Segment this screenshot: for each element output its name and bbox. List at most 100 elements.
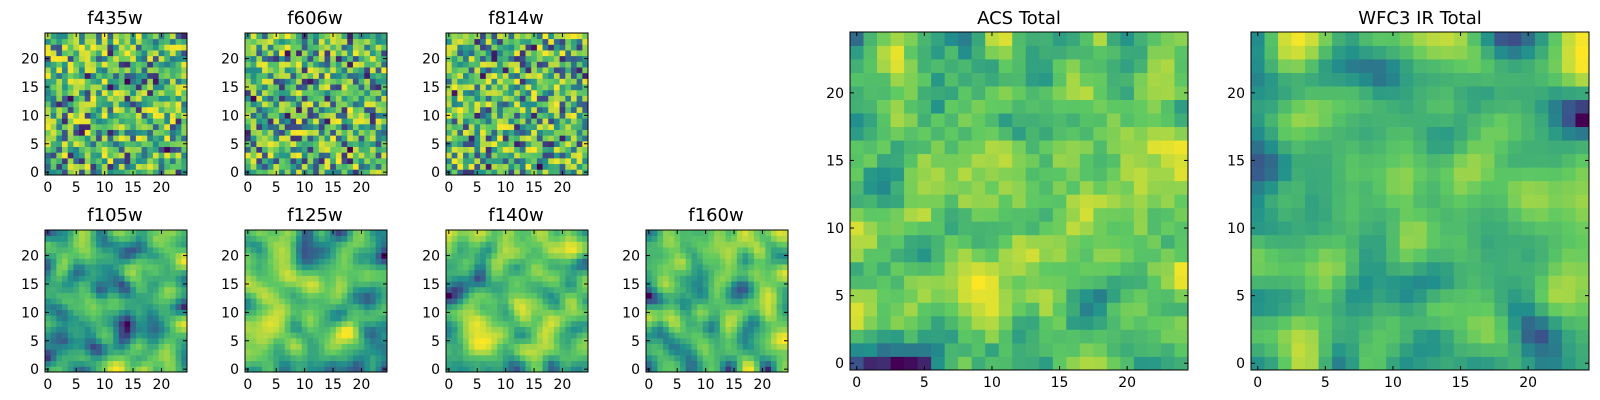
- heatmap-cell: [164, 349, 171, 356]
- heatmap-cell: [256, 298, 263, 305]
- heatmap-cell: [958, 329, 973, 344]
- heatmap-cell: [369, 247, 377, 254]
- heatmap-cell: [646, 343, 653, 350]
- heatmap-cell: [714, 252, 721, 259]
- heatmap-cell: [531, 38, 538, 45]
- heatmap-cell: [101, 89, 108, 96]
- heatmap-cell: [451, 343, 458, 350]
- heatmap-cell: [542, 33, 549, 40]
- heatmap-cell: [514, 343, 521, 350]
- heatmap-cell: [468, 67, 475, 74]
- heatmap-cell: [347, 309, 354, 316]
- heatmap-cell: [497, 286, 504, 293]
- heatmap-cell: [375, 303, 382, 310]
- heatmap-cell: [375, 95, 382, 102]
- heatmap-cell: [45, 303, 52, 310]
- heatmap-cell: [141, 89, 148, 96]
- heatmap-cell: [84, 235, 91, 242]
- heatmap-cell: [714, 354, 721, 362]
- heatmap-cell: [548, 78, 555, 85]
- heatmap-cell: [358, 315, 365, 322]
- heatmap-cell: [164, 38, 171, 45]
- heatmap-cell: [502, 292, 509, 299]
- heatmap-cell: [175, 320, 182, 327]
- heatmap-cell: [335, 337, 342, 344]
- heatmap-cell: [474, 298, 481, 305]
- heatmap-cell: [67, 320, 74, 327]
- heatmap-cell: [296, 84, 303, 91]
- heatmap-cell: [96, 118, 103, 125]
- heatmap-cell: [369, 354, 377, 362]
- heatmap-cell: [491, 129, 498, 136]
- heatmap-cell: [101, 38, 108, 45]
- heatmap-cell: [491, 275, 498, 282]
- heatmap-cell: [324, 84, 331, 91]
- heatmap-cell: [358, 354, 365, 362]
- heatmap-cell: [279, 101, 286, 108]
- heatmap-cell: [118, 129, 125, 136]
- heatmap-cell: [352, 315, 359, 322]
- heatmap-cell: [375, 354, 382, 362]
- heatmap-cell: [62, 61, 69, 68]
- heatmap-cell: [531, 61, 538, 68]
- heatmap-cell: [753, 360, 760, 367]
- heatmap-cell: [141, 118, 148, 125]
- heatmap-cell: [485, 152, 492, 159]
- heatmap-cell: [375, 326, 382, 333]
- heatmap-cell: [101, 152, 108, 159]
- heatmap-cell: [582, 157, 589, 165]
- heatmap-cell: [877, 356, 891, 371]
- heatmap-cell: [748, 332, 755, 339]
- heatmap-cell: [124, 298, 131, 305]
- heatmap-cell: [158, 44, 165, 51]
- heatmap-cell: [759, 258, 766, 265]
- heatmap-cell: [1120, 342, 1135, 357]
- heatmap-cell: [502, 354, 509, 362]
- heatmap-cell: [514, 38, 521, 45]
- heatmap-cell: [514, 241, 521, 248]
- heatmap-cell: [485, 281, 492, 288]
- heatmap-cell: [1079, 315, 1094, 330]
- heatmap-cell: [508, 72, 515, 79]
- heatmap-cell: [158, 303, 165, 310]
- heatmap-cell: [668, 360, 675, 367]
- heatmap-cell: [931, 234, 946, 249]
- heatmap-cell: [497, 354, 504, 362]
- heatmap-cell: [175, 123, 182, 130]
- heatmap-cell: [135, 78, 142, 85]
- heatmap-cell: [307, 72, 314, 79]
- heatmap-cell: [90, 72, 97, 79]
- heatmap-cell: [56, 78, 63, 85]
- heatmap-cell: [491, 360, 498, 367]
- heatmap-cell: [250, 286, 257, 293]
- heatmap-cell: [90, 292, 97, 299]
- heatmap-cell: [124, 303, 131, 310]
- heatmap-cell: [313, 252, 320, 259]
- heatmap-cell: [651, 360, 658, 367]
- heatmap-cell: [531, 44, 538, 51]
- heatmap-cell: [917, 248, 932, 263]
- heatmap-cell: [463, 50, 470, 57]
- heatmap-cell: [175, 44, 182, 51]
- heatmap-cell: [307, 163, 314, 170]
- heatmap-cell: [250, 241, 257, 248]
- heatmap-cell: [497, 269, 504, 276]
- heatmap-cell: [531, 152, 538, 159]
- heatmap-cell: [358, 55, 365, 62]
- heatmap-cell: [531, 258, 538, 265]
- heatmap-cell: [124, 61, 131, 68]
- heatmap-cell: [73, 309, 80, 316]
- heatmap-cell: [691, 264, 698, 271]
- heatmap-cell: [1093, 248, 1108, 263]
- heatmap-cell: [457, 309, 464, 316]
- heatmap-cell: [347, 157, 354, 165]
- heatmap-cell: [531, 275, 538, 282]
- heatmap-cell: [279, 89, 286, 96]
- heatmap-cell: [497, 101, 504, 108]
- heatmap-cell: [468, 33, 475, 40]
- heatmap-cell: [307, 258, 314, 265]
- heatmap-cell: [985, 180, 1000, 195]
- heatmap-cell: [502, 61, 509, 68]
- heatmap-cell: [491, 157, 498, 165]
- heatmap-cell: [697, 252, 704, 259]
